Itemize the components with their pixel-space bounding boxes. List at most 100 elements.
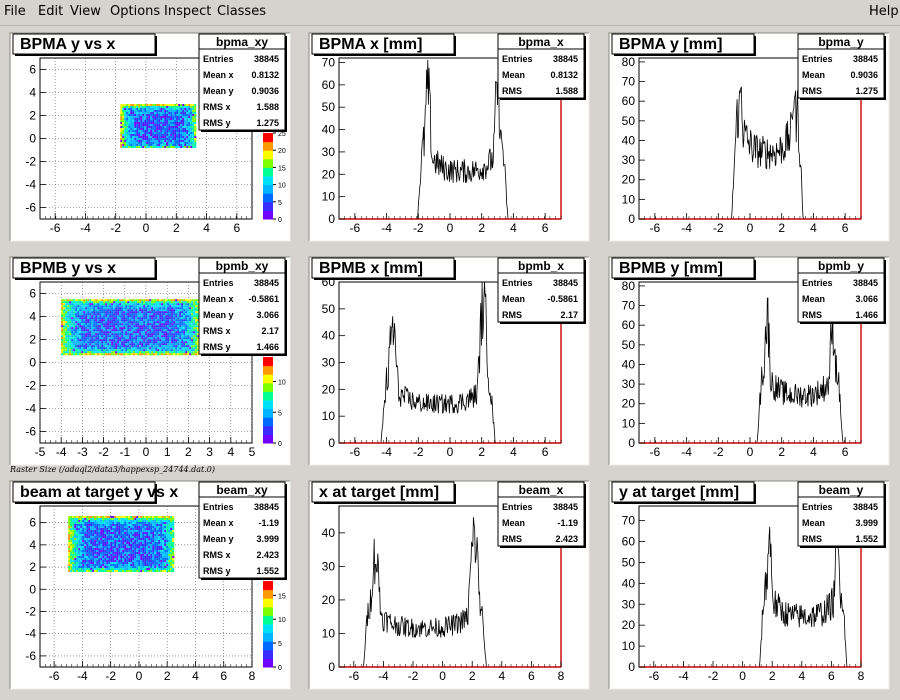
y-tick-label: 0: [628, 436, 635, 450]
heatmap-cell: [87, 331, 90, 334]
heatmap-cell: [88, 547, 91, 550]
heatmap-cell: [148, 565, 151, 568]
heatmap-cell: [175, 319, 178, 322]
heatmap-cell: [146, 539, 149, 542]
heatmap-cell: [169, 327, 172, 330]
heatmap-cell: [140, 549, 143, 552]
heatmap-cell: [156, 122, 159, 124]
heatmap-cell: [98, 555, 101, 558]
heatmap-cell: [138, 557, 141, 560]
heatmap-cell: [132, 110, 135, 112]
heatmap-cell: [193, 315, 196, 318]
heatmap-cell: [74, 537, 77, 540]
heatmap-cell: [101, 317, 104, 320]
heatmap-cell: [118, 561, 121, 564]
heatmap-cell: [160, 527, 163, 530]
heatmap-cell: [195, 349, 198, 352]
heatmap-cell: [145, 309, 148, 312]
heatmap-cell: [168, 124, 171, 126]
menu-classes[interactable]: Classes: [217, 4, 266, 19]
heatmap-cell: [170, 134, 173, 136]
heatmap-cell: [134, 533, 137, 536]
heatmap-cell: [174, 122, 177, 124]
heatmap-cell: [137, 331, 140, 334]
heatmap-cell: [77, 323, 80, 326]
heatmap-cell: [80, 539, 83, 542]
heatmap-cell: [140, 114, 143, 116]
heatmap-cell: [103, 339, 106, 342]
heatmap-cell: [135, 305, 138, 308]
heatmap-cell: [102, 541, 105, 544]
menu-file[interactable]: File: [4, 4, 26, 19]
heatmap-cell: [140, 134, 143, 136]
heatmap-cell: [73, 303, 76, 306]
heatmap-cell: [179, 309, 182, 312]
heatmap-cell: [95, 333, 98, 336]
heatmap-cell: [195, 299, 198, 302]
heatmap-cell: [128, 567, 131, 570]
heatmap-cell: [79, 301, 82, 304]
heatmap-cell: [179, 347, 182, 350]
heatmap-cell: [129, 305, 132, 308]
heatmap-cell: [158, 527, 161, 530]
heatmap-cell: [180, 114, 183, 116]
menu-inspect[interactable]: Inspect: [164, 4, 212, 19]
heatmap-cell: [194, 138, 197, 140]
heatmap-cell: [118, 533, 121, 536]
heatmap-cell: [137, 335, 140, 338]
heatmap-cell: [122, 523, 125, 526]
heatmap-cell: [132, 545, 135, 548]
heatmap-cell: [186, 134, 189, 136]
heatmap-cell: [144, 527, 147, 530]
heatmap-cell: [107, 327, 110, 330]
heatmap-cell: [128, 559, 131, 562]
heatmap-cell: [109, 351, 112, 354]
heatmap-cell: [170, 531, 173, 534]
heatmap-cell: [164, 138, 167, 140]
menu-view[interactable]: View: [70, 4, 101, 19]
heatmap-cell: [193, 303, 196, 306]
heatmap-cell: [68, 525, 71, 528]
heatmap-cell: [175, 317, 178, 320]
heatmap-cell: [159, 315, 162, 318]
heatmap-cell: [135, 301, 138, 304]
heatmap-cell: [78, 527, 81, 530]
heatmap-cell: [86, 567, 89, 570]
heatmap-cell: [85, 303, 88, 306]
heatmap-cell: [188, 108, 191, 110]
heatmap-cell: [132, 551, 135, 554]
heatmap-cell: [190, 134, 193, 136]
heatmap-cell: [130, 531, 133, 534]
heatmap-cell: [92, 559, 95, 562]
heatmap-cell: [100, 555, 103, 558]
heatmap-cell: [180, 110, 183, 112]
heatmap-cell: [142, 118, 145, 120]
heatmap-cell: [109, 315, 112, 318]
x-tick-label: 4: [203, 221, 210, 235]
heatmap-cell: [130, 517, 133, 520]
heatmap-cell: [155, 323, 158, 326]
heatmap-cell: [101, 339, 104, 342]
heatmap-cell: [71, 321, 74, 324]
heatmap-cell: [158, 114, 161, 116]
heatmap-cell: [137, 321, 140, 324]
heatmap-cell: [86, 563, 89, 566]
heatmap-cell: [140, 142, 143, 144]
heatmap-cell: [152, 569, 155, 572]
heatmap-cell: [122, 559, 125, 562]
menu-help[interactable]: Help: [869, 4, 899, 19]
x-tick-label: 2: [478, 445, 485, 459]
heatmap-cell: [122, 138, 125, 140]
heatmap-cell: [102, 555, 105, 558]
heatmap-cell: [125, 331, 128, 334]
menu-options[interactable]: Options: [110, 4, 161, 19]
heatmap-cell: [143, 329, 146, 332]
menu-edit[interactable]: Edit: [38, 4, 64, 19]
heatmap-cell: [184, 140, 187, 142]
heatmap-cell: [168, 519, 171, 522]
heatmap-cell: [179, 305, 182, 308]
heatmap-cell: [101, 305, 104, 308]
heatmap-cell: [158, 519, 161, 522]
heatmap-cell: [128, 124, 131, 126]
